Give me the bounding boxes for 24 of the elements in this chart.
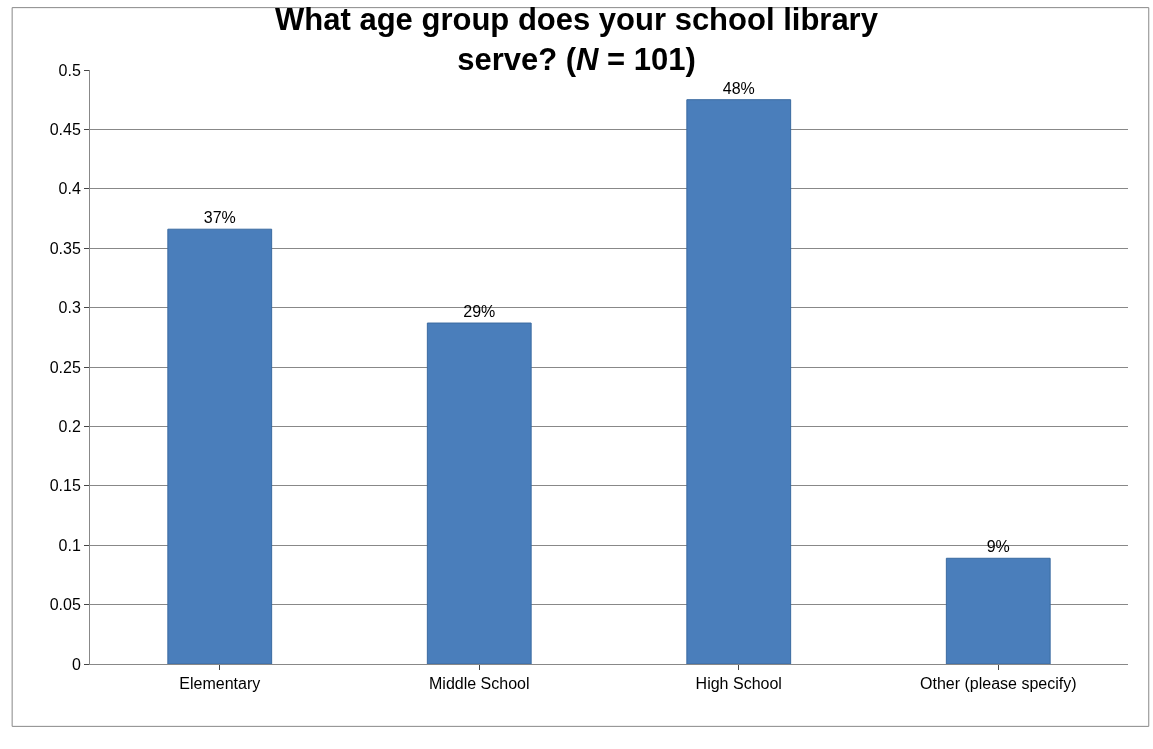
y-tick-label: 0: [71, 655, 81, 673]
y-tick-label: 0.1: [58, 536, 81, 554]
data-label: 48%: [722, 79, 755, 97]
bar: [945, 557, 1051, 664]
data-label: 37%: [203, 209, 236, 227]
x-tick-label: Elementary: [179, 675, 261, 693]
bar: [686, 99, 792, 664]
x-tick-label: Other (please specify): [919, 675, 1077, 693]
y-tick-label: 0.45: [49, 121, 81, 138]
y-tick-label: 0.5: [58, 61, 81, 79]
y-tick-label: 0.25: [49, 358, 81, 376]
bar: [426, 322, 532, 664]
y-tick-label: 0.15: [49, 477, 81, 495]
x-tick-label: Middle School: [429, 675, 530, 693]
x-tick-label: High School: [695, 675, 782, 693]
bar: [167, 228, 273, 664]
data-label: 29%: [463, 303, 496, 321]
y-tick-label: 0.2: [58, 418, 81, 435]
y-tick-label: 0.3: [58, 299, 81, 317]
chart-title: What age group does your school library serve? (N = 101): [275, 1, 879, 78]
data-label: 9%: [986, 538, 1010, 556]
y-tick-label: 0.35: [49, 239, 81, 257]
y-tick-label: 0.4: [58, 180, 81, 198]
y-tick-label: 0.05: [49, 596, 81, 614]
